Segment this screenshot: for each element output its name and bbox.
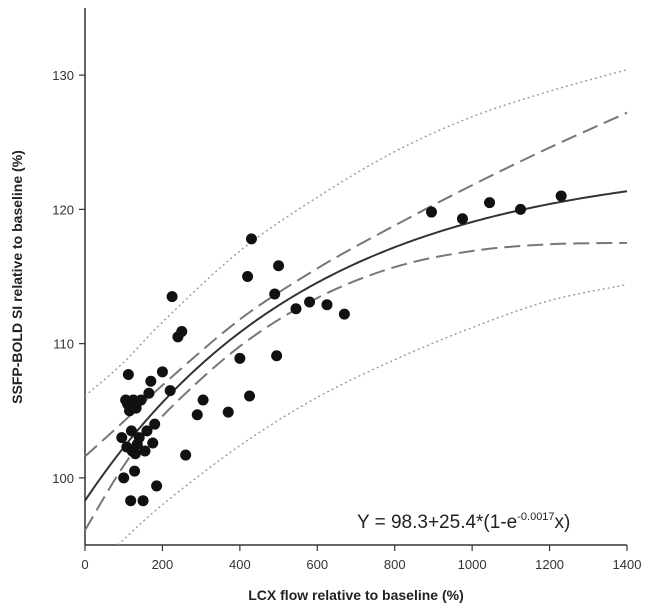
data-point xyxy=(143,387,155,399)
data-point xyxy=(269,288,281,300)
data-point xyxy=(129,465,141,477)
data-point xyxy=(197,394,209,406)
equation-exponent: -0.0017 xyxy=(517,511,554,523)
data-point xyxy=(222,406,234,418)
data-point xyxy=(149,418,161,430)
data-point xyxy=(425,206,437,218)
y-tick-label: 110 xyxy=(53,337,74,352)
data-point xyxy=(555,190,567,202)
data-point xyxy=(166,291,178,303)
data-point xyxy=(135,394,147,406)
band-confidence-lower xyxy=(84,241,628,531)
x-axis-title: LCX flow relative to baseline (%) xyxy=(248,587,464,603)
data-point xyxy=(125,495,137,507)
data-points xyxy=(116,190,567,507)
data-point xyxy=(139,445,151,457)
data-point xyxy=(151,480,163,492)
data-point xyxy=(145,375,157,387)
x-tick-label: 800 xyxy=(384,557,406,572)
x-tick-label: 0 xyxy=(81,557,88,572)
data-point xyxy=(290,303,302,315)
data-point xyxy=(191,409,203,421)
data-point xyxy=(515,203,527,215)
x-tick-label: 1400 xyxy=(613,557,642,572)
data-point xyxy=(129,448,141,460)
band-prediction-upper xyxy=(84,69,628,397)
fit-curve xyxy=(84,190,628,502)
y-axis-title: SSFP-BOLD SI relative to baseline (%) xyxy=(9,150,25,404)
data-point xyxy=(164,385,176,397)
data-point xyxy=(244,390,256,402)
data-point xyxy=(242,271,254,282)
data-point xyxy=(125,425,137,437)
data-point xyxy=(180,449,192,461)
data-point xyxy=(130,402,142,414)
y-tick-label: 100 xyxy=(52,471,74,486)
data-point xyxy=(137,495,149,507)
data-point xyxy=(234,352,246,364)
data-point xyxy=(147,437,159,449)
x-tick-label: 600 xyxy=(306,557,328,572)
data-point xyxy=(118,472,130,484)
data-point xyxy=(122,369,134,381)
data-point xyxy=(273,260,285,272)
data-point xyxy=(133,432,145,444)
interval-bands xyxy=(84,69,628,546)
x-tick-label: 200 xyxy=(152,557,174,572)
data-point xyxy=(304,296,316,308)
data-point xyxy=(141,425,153,437)
data-point xyxy=(338,308,350,320)
data-point xyxy=(271,350,283,362)
data-point xyxy=(456,213,468,225)
x-ticks: 0 200 400 600 800 1000 1200 1400 xyxy=(81,545,641,572)
data-point xyxy=(176,326,188,338)
data-point xyxy=(116,432,128,444)
equation-suffix: x) xyxy=(555,512,571,533)
band-prediction-lower xyxy=(117,283,628,546)
y-tick-label: 130 xyxy=(52,68,74,83)
y-tick-label: 120 xyxy=(52,202,74,217)
data-point xyxy=(484,197,496,209)
x-tick-label: 1000 xyxy=(458,557,487,572)
band-confidence-upper xyxy=(84,111,628,458)
y-ticks: 100 110 120 130 xyxy=(52,68,85,486)
x-tick-label: 1200 xyxy=(535,557,564,572)
fit-equation: Y = 98.3+25.4*(1-e-0.0017x) xyxy=(357,511,570,533)
equation-prefix: Y = 98.3+25.4*(1-e xyxy=(357,512,517,533)
data-point xyxy=(321,299,333,311)
plot-area: 0 200 400 600 800 1000 1200 1400 100 110 120 130 xyxy=(52,8,641,572)
data-point xyxy=(245,233,257,245)
data-point xyxy=(156,366,168,378)
x-tick-label: 400 xyxy=(229,557,251,572)
